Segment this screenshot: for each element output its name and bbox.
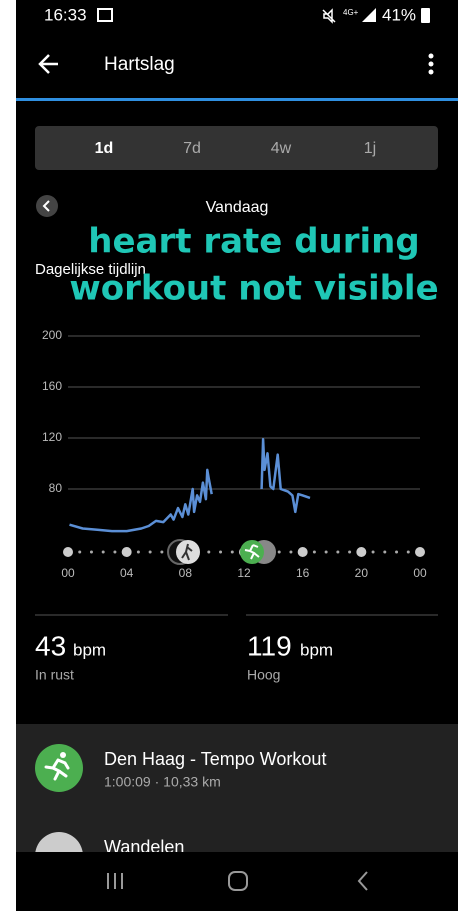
timeline-dot xyxy=(148,550,152,554)
x-tick-label: 04 xyxy=(120,566,134,580)
x-tick-dot xyxy=(356,547,367,557)
x-tick-dot xyxy=(297,547,308,557)
timeline-dot xyxy=(336,550,340,554)
timeline-dot xyxy=(101,550,105,554)
timeline-dot xyxy=(136,550,140,554)
home-button[interactable] xyxy=(228,871,248,891)
annotation: workout not visible xyxy=(69,269,438,309)
status-time: 16:33 xyxy=(44,5,87,24)
x-tick-label: 16 xyxy=(296,566,310,580)
prev-arrow xyxy=(42,200,50,212)
nav-bar xyxy=(16,852,458,911)
date-label: Vandaag xyxy=(206,199,269,216)
battery-percent: 41% xyxy=(382,5,416,24)
stat-label: In rust xyxy=(35,667,74,683)
run-icon xyxy=(35,744,83,792)
x-tick-dot xyxy=(415,547,425,557)
stat-unit: bpm xyxy=(73,640,106,659)
app-title: Hartslag xyxy=(104,54,175,75)
back-nav-button[interactable] xyxy=(357,871,368,891)
tab[interactable]: 1j xyxy=(364,140,376,157)
tab[interactable]: 1d xyxy=(95,140,114,157)
tab[interactable]: 7d xyxy=(183,140,201,157)
activity-item[interactable]: Den Haag - Tempo Workout 1:00:09 · 10,33… xyxy=(35,744,326,792)
runner-head xyxy=(60,752,66,758)
timeline-dot xyxy=(89,550,93,554)
timeline-dot xyxy=(207,550,211,554)
timeline-dot xyxy=(395,550,399,554)
stat-value: 43 xyxy=(35,630,66,661)
chart: 80 120 160 200 00 04 08 12 16 20 00 xyxy=(42,328,427,580)
walk-marker xyxy=(176,540,200,564)
tab[interactable]: 4w xyxy=(271,140,292,157)
network-type: 4G+ xyxy=(343,8,359,17)
timeline-dot xyxy=(230,550,234,554)
timeline-dot xyxy=(383,550,387,554)
runner xyxy=(44,758,70,781)
timeline-dot xyxy=(113,550,117,554)
stat-unit: bpm xyxy=(300,640,333,659)
y-tick-label: 200 xyxy=(42,328,62,342)
heart-rate-line xyxy=(69,438,311,533)
battery-icon xyxy=(421,8,430,23)
mute-icon xyxy=(322,8,336,24)
timeline-dot xyxy=(348,550,352,554)
timeline-dot xyxy=(312,550,316,554)
timeline-dot xyxy=(277,550,281,554)
back-button[interactable] xyxy=(38,54,58,74)
x-tick-label: 12 xyxy=(237,566,251,580)
y-tick-label: 120 xyxy=(42,430,62,444)
activity-subtitle: 1:00:09 · 10,33 km xyxy=(104,774,221,790)
timeline-dot xyxy=(324,550,328,554)
x-tick-label: 00 xyxy=(61,566,75,580)
activity-title: Den Haag - Tempo Workout xyxy=(104,749,326,769)
x-tick-dot xyxy=(63,547,73,557)
y-tick-label: 160 xyxy=(42,379,62,393)
annotation: heart rate during xyxy=(88,222,419,262)
stat-label: Hoog xyxy=(247,667,280,683)
walk-figure xyxy=(181,543,193,561)
x-tick-label: 20 xyxy=(355,566,369,580)
timeline-dot xyxy=(371,550,375,554)
timeline-dot xyxy=(78,550,82,554)
app-bar-divider xyxy=(16,98,458,101)
x-tick-dot xyxy=(121,547,132,557)
chart-title: Dagelijkse tijdlijn xyxy=(35,261,146,278)
signal-icon xyxy=(362,8,376,22)
tab-bar xyxy=(35,126,438,170)
x-tick-label: 08 xyxy=(179,566,193,580)
activity-title: Wandelen xyxy=(104,837,184,857)
menu-button[interactable] xyxy=(428,53,434,75)
prev-day-button[interactable] xyxy=(36,195,58,217)
x-tick-label: 00 xyxy=(413,566,427,580)
activity-list xyxy=(16,724,458,852)
stat-value: 119 xyxy=(247,630,292,661)
timeline-dot xyxy=(406,550,410,554)
y-tick-label: 80 xyxy=(49,481,63,495)
timeline-dot xyxy=(289,550,293,554)
run-figure xyxy=(244,544,260,560)
timeline-dot xyxy=(160,550,164,554)
recents-button[interactable] xyxy=(107,873,123,889)
timeline-dot xyxy=(219,550,223,554)
image-icon xyxy=(97,8,113,22)
